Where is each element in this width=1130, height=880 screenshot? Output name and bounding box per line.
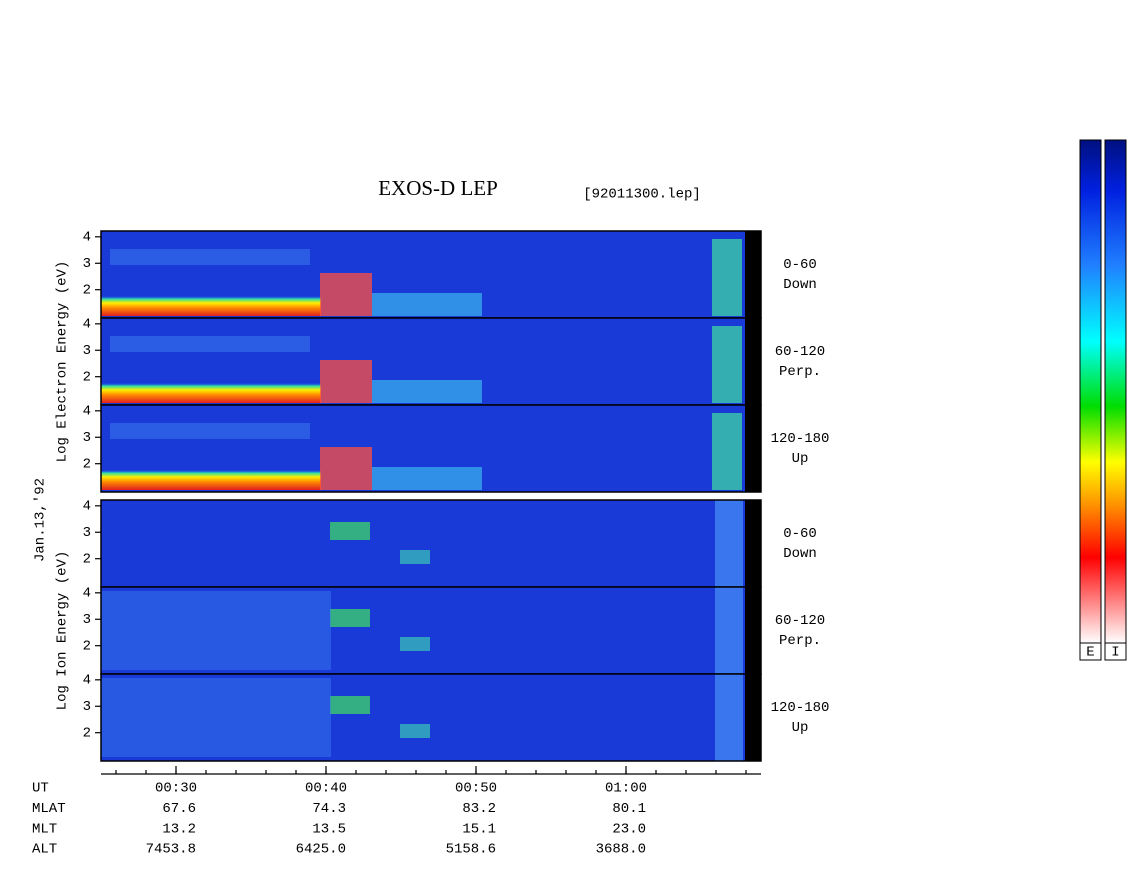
ephemeris-value: 83.2	[462, 801, 496, 817]
y-tick-label: 4	[83, 499, 91, 515]
panel-sublabel: Up	[792, 720, 809, 736]
y-axis-label: Log Ion Energy (eV)	[55, 551, 71, 711]
edge	[715, 500, 743, 587]
panel-label: 0-60	[783, 526, 817, 542]
y-tick-label: 2	[83, 282, 91, 298]
black-band	[745, 318, 761, 405]
panel-frame	[100, 673, 762, 762]
colorbar-label: I	[1111, 645, 1119, 661]
ephemeris-value: 3688.0	[596, 842, 646, 858]
file-label: [92011300.lep]	[583, 187, 701, 203]
black-band	[745, 587, 761, 674]
ephemeris-value: 80.1	[612, 801, 646, 817]
y-tick-label: 2	[83, 551, 91, 567]
y-tick-label: 4	[83, 230, 91, 246]
ephemeris-value: 15.1	[462, 821, 496, 837]
panel-sublabel: Up	[792, 451, 809, 467]
burst	[320, 360, 372, 403]
y-tick-label: 3	[83, 256, 91, 272]
ephemeris-value: 5158.6	[446, 842, 496, 858]
date-label: Jan.13,'92	[33, 478, 49, 562]
black-band	[745, 405, 761, 492]
x-tick-label: 00:40	[305, 781, 347, 797]
colorbar	[1104, 139, 1127, 644]
y-axis-label: Log Electron Energy (eV)	[55, 261, 71, 463]
x-tick-label: 00:30	[155, 781, 197, 797]
burst-tail	[372, 380, 482, 403]
edge	[715, 674, 743, 761]
spectrogram-bg	[101, 674, 745, 761]
x-tick-label: 01:00	[605, 781, 647, 797]
ephemeris-value: 67.6	[162, 801, 196, 817]
ion-diffuse	[101, 591, 331, 670]
panel-label: 120-180	[771, 700, 830, 716]
colorbar	[1079, 139, 1102, 644]
colorbar-label: E	[1086, 645, 1094, 661]
panel-sublabel: Down	[783, 546, 817, 562]
y-tick-label: 4	[83, 404, 91, 420]
ephemeris-name: ALT	[32, 842, 57, 858]
spectrogram-bg	[101, 587, 745, 674]
low-energy-band	[101, 383, 321, 403]
edge	[715, 587, 743, 674]
x-tick-label: 00:50	[455, 781, 497, 797]
ion-band	[330, 696, 370, 714]
y-tick-label: 2	[83, 369, 91, 385]
burst-tail	[372, 293, 482, 316]
ion-band-2	[400, 724, 430, 738]
ephemeris-value: 6425.0	[296, 842, 346, 858]
panel-sublabel: Perp.	[779, 633, 821, 649]
panel-sublabel: Down	[783, 277, 817, 293]
ephemeris-value: 13.5	[312, 821, 346, 837]
y-tick-label: 2	[83, 638, 91, 654]
black-band	[745, 500, 761, 587]
y-tick-label: 3	[83, 525, 91, 541]
edge	[712, 326, 742, 403]
burst	[320, 447, 372, 490]
low-energy-band	[101, 296, 321, 316]
edge	[712, 413, 742, 490]
burst-tail	[372, 467, 482, 490]
panel-frame	[100, 404, 762, 493]
y-tick-label: 2	[83, 456, 91, 472]
panel-label: 0-60	[783, 257, 817, 273]
chart-title: EXOS-D LEP	[378, 176, 498, 200]
ephemeris-name: MLAT	[32, 801, 66, 817]
low-energy-band	[101, 470, 321, 490]
colorbar-label-box	[1079, 642, 1102, 661]
y-tick-label: 4	[83, 586, 91, 602]
edge	[712, 239, 742, 316]
black-band	[745, 674, 761, 761]
y-tick-label: 3	[83, 612, 91, 628]
y-tick-label: 4	[83, 317, 91, 333]
panel-label: 60-120	[775, 613, 825, 629]
diffuse	[110, 336, 310, 352]
ion-band-2	[400, 637, 430, 651]
ephemeris-value: 7453.8	[146, 842, 196, 858]
ion-band	[330, 522, 370, 540]
ephemeris-value: 74.3	[312, 801, 346, 817]
ion-band	[330, 609, 370, 627]
ephemeris-name: MLT	[32, 821, 57, 837]
y-tick-label: 4	[83, 673, 91, 689]
y-tick-label: 2	[83, 725, 91, 741]
ephemeris-value: 23.0	[612, 821, 646, 837]
ion-band-2	[400, 550, 430, 564]
burst	[320, 273, 372, 316]
diffuse	[110, 249, 310, 265]
ion-diffuse	[101, 678, 331, 757]
diffuse	[110, 423, 310, 439]
ephemeris-value: 13.2	[162, 821, 196, 837]
panel-label: 60-120	[775, 344, 825, 360]
panel-sublabel: Perp.	[779, 364, 821, 380]
ephemeris-name: UT	[32, 781, 49, 797]
y-tick-label: 3	[83, 699, 91, 715]
panel-label: 120-180	[771, 431, 830, 447]
colorbar-label-box	[1104, 642, 1127, 661]
spectrogram-bg	[101, 500, 745, 587]
black-band	[745, 231, 761, 318]
y-tick-label: 3	[83, 430, 91, 446]
y-tick-label: 3	[83, 343, 91, 359]
